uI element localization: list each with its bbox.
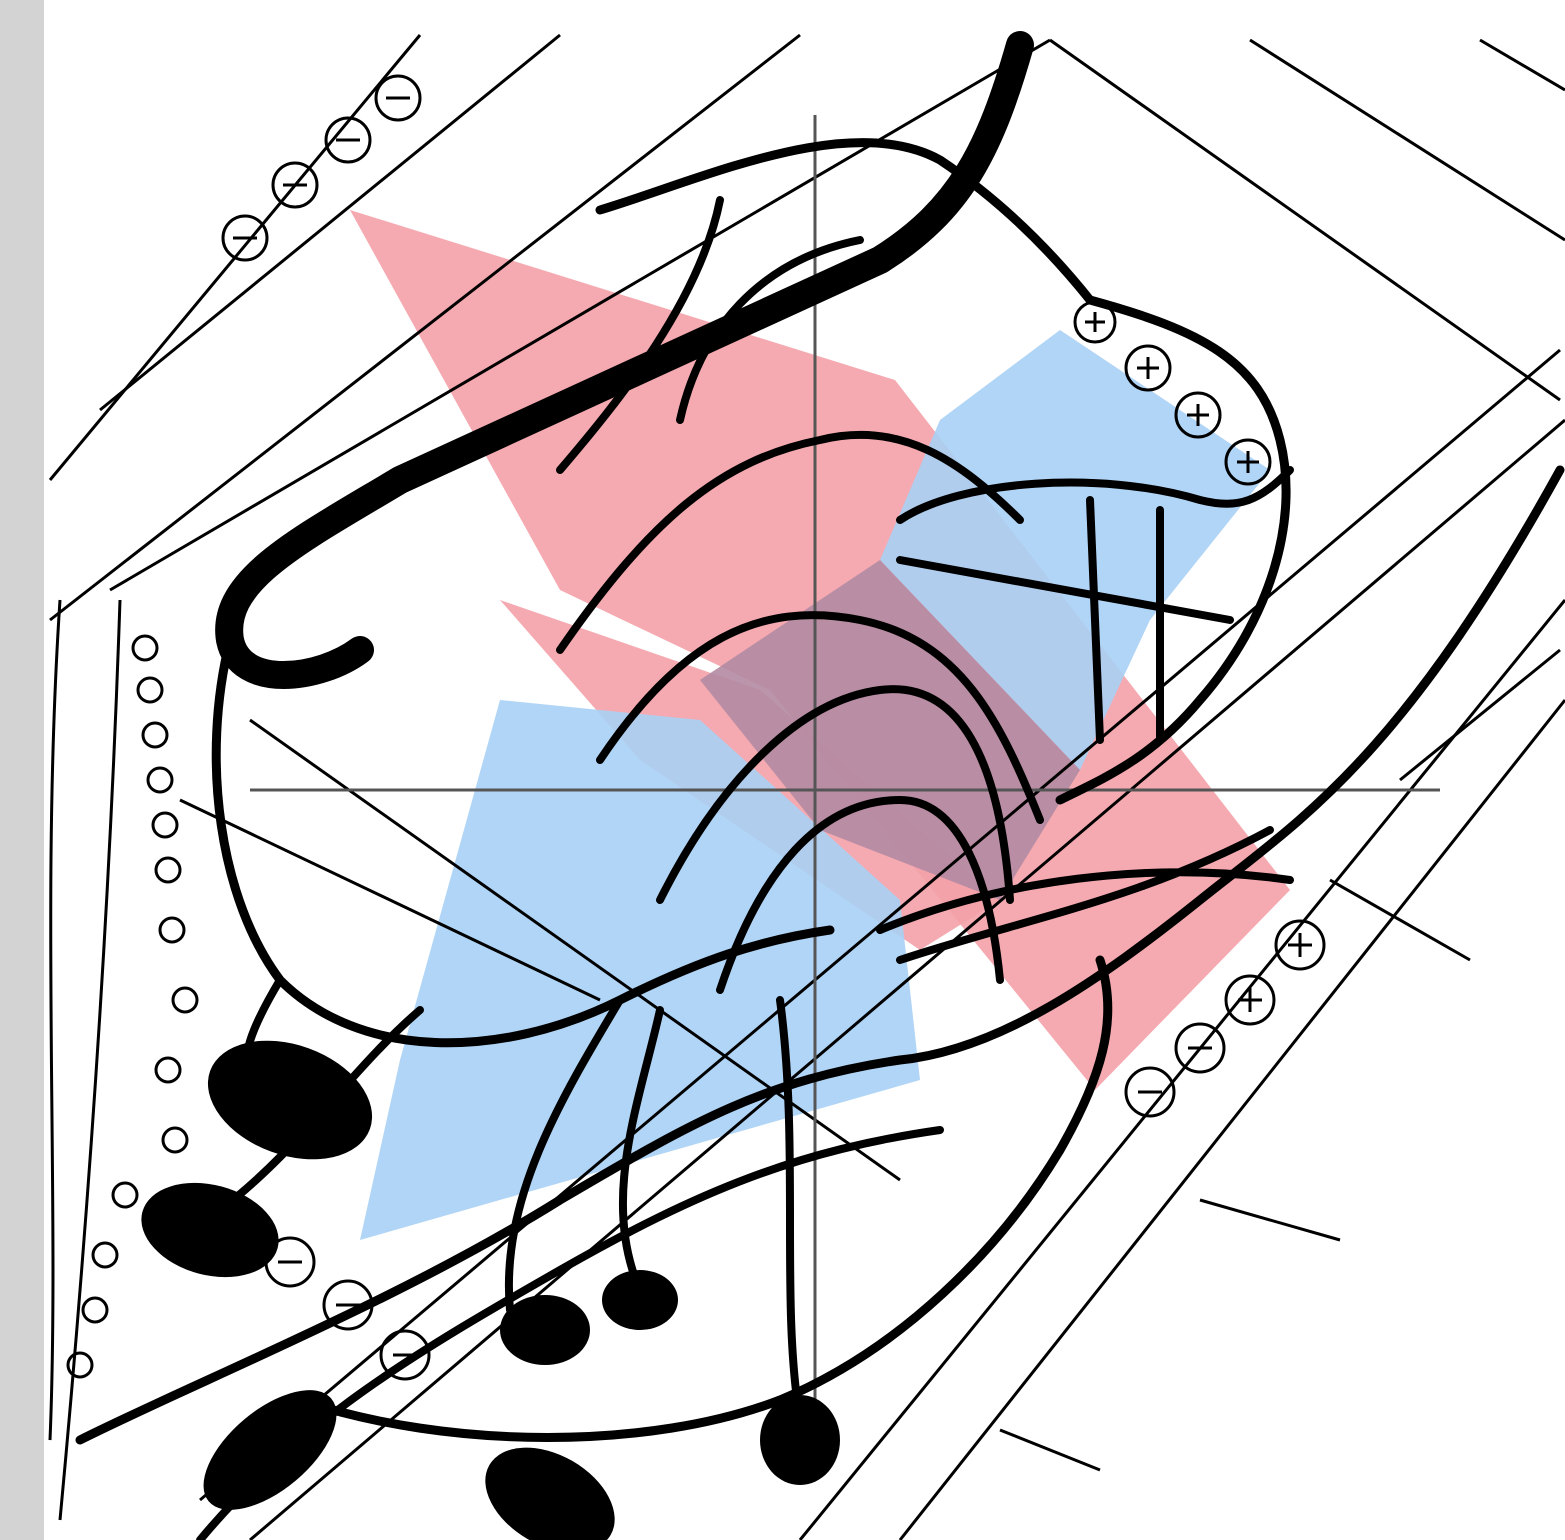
- lot-line: [1399, 648, 1561, 782]
- minus-circle-icon: [379, 1329, 431, 1381]
- main-road: [215, 31, 1034, 689]
- boundary-line: [1249, 38, 1565, 242]
- minus-circle-icon: [221, 214, 269, 262]
- blob: [602, 1270, 678, 1330]
- blob: [760, 1395, 840, 1485]
- filled-blobs: [141, 1040, 840, 1540]
- site-plan-diagram: [44, 0, 1565, 1540]
- lot-line: [1199, 1198, 1341, 1242]
- loop-path: [75, 465, 1565, 1445]
- small-circle-icon: [171, 986, 199, 1014]
- reference-axes: [250, 115, 1440, 1410]
- minus-circle-icon: [324, 116, 372, 164]
- minus-circle-icon: [1174, 1022, 1226, 1074]
- small-circle-icon: [146, 766, 174, 794]
- plus-circle-icon: [1224, 438, 1272, 486]
- overlay-zones: [350, 210, 1290, 1240]
- plus-circle-icon: [1274, 919, 1326, 971]
- zone-blue-lower: [360, 700, 920, 1240]
- branch-path: [896, 496, 1234, 744]
- loop-path: [595, 138, 1291, 805]
- small-circle-icon: [81, 1296, 109, 1324]
- branch-path: [596, 611, 1044, 824]
- minus-circle-icon: [374, 74, 422, 122]
- small-circle-icon: [154, 1056, 182, 1084]
- small-circle-icon: [66, 1351, 94, 1379]
- small-circle-icon: [154, 856, 182, 884]
- plus-circle-icon: [1124, 344, 1172, 392]
- minus-circle-icon: [271, 161, 319, 209]
- small-circle-icon: [111, 1181, 139, 1209]
- boundary-curve: [48, 599, 62, 1441]
- boundary-line: [49, 33, 801, 622]
- boundary-line: [898, 699, 1565, 1540]
- plus-circle-icon: [1073, 300, 1117, 344]
- branch-path: [896, 466, 1294, 524]
- blob: [485, 1447, 615, 1540]
- boundary-line: [99, 33, 561, 412]
- branch-path: [504, 996, 804, 1424]
- branch-path: [556, 430, 1024, 654]
- site-boundaries: [48, 33, 1565, 1540]
- blob: [203, 1390, 337, 1510]
- branch-path: [716, 796, 1004, 994]
- blob: [141, 1182, 279, 1278]
- road-edge: [179, 798, 601, 1002]
- plus-circle-icon: [1224, 974, 1276, 1026]
- small-circle-icon: [158, 916, 186, 944]
- site-plan-svg: [48, 31, 1565, 1540]
- boundary-line: [249, 418, 1565, 1540]
- left-margin-strip: [0, 0, 44, 1540]
- thick-paths: [75, 31, 1565, 1540]
- lot-line: [1329, 878, 1471, 962]
- minus-circle-icon: [322, 1279, 374, 1331]
- markers: [66, 74, 1326, 1381]
- small-circle-icon: [141, 721, 169, 749]
- small-circle-icon: [91, 1241, 119, 1269]
- boundary-line: [1049, 38, 1561, 402]
- plus-circle-icon: [1174, 391, 1222, 439]
- lot-line: [999, 1428, 1101, 1472]
- loop-path: [295, 955, 1113, 1442]
- boundary-curve: [58, 599, 122, 1521]
- branch-path: [876, 826, 1294, 964]
- small-circle-icon: [136, 676, 164, 704]
- boundary-line: [1479, 38, 1565, 92]
- branch-path: [656, 685, 1014, 904]
- branch-path: [676, 236, 864, 424]
- boundary-line: [199, 348, 1561, 1502]
- minus-circle-icon: [264, 1236, 316, 1288]
- boundary-line: [109, 38, 1051, 592]
- small-circle-icon: [151, 811, 179, 839]
- zone-overlap: [700, 560, 1080, 900]
- blob: [500, 1295, 590, 1365]
- boundary-line: [798, 599, 1565, 1540]
- zone-blue-upper: [880, 330, 1270, 770]
- blob: [207, 1040, 373, 1160]
- small-circle-icon: [161, 1126, 189, 1154]
- minus-circle-icon: [1124, 1066, 1176, 1118]
- small-circle-icon: [131, 634, 159, 662]
- branch-path: [556, 196, 724, 474]
